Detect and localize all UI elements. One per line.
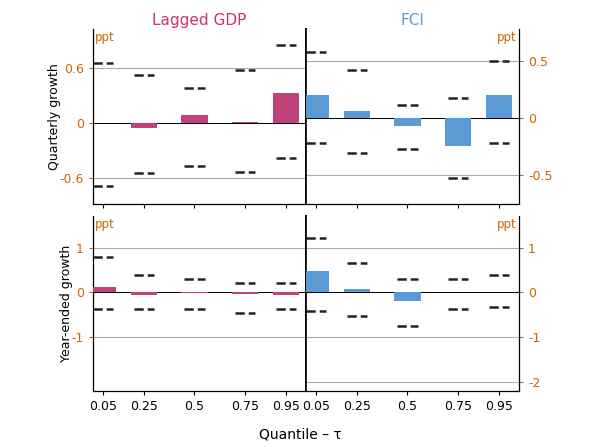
Bar — [344, 289, 370, 292]
Bar — [303, 95, 329, 118]
Title: Lagged GDP: Lagged GDP — [152, 13, 247, 28]
Bar — [272, 292, 299, 295]
Bar — [272, 93, 299, 123]
Bar — [232, 292, 259, 294]
Bar — [131, 292, 157, 295]
Text: ppt: ppt — [497, 31, 517, 44]
Bar — [90, 287, 116, 292]
Text: ppt: ppt — [95, 31, 115, 44]
Bar — [131, 123, 157, 127]
Text: Quantile – τ: Quantile – τ — [259, 428, 341, 442]
Bar — [181, 115, 208, 123]
Y-axis label: Quarterly growth: Quarterly growth — [47, 63, 61, 170]
Bar — [181, 292, 208, 293]
Bar — [485, 291, 512, 292]
Bar — [232, 122, 259, 123]
Bar — [303, 271, 329, 292]
Title: FCI: FCI — [401, 13, 424, 28]
Bar — [394, 292, 421, 300]
Y-axis label: Year-ended growth: Year-ended growth — [59, 245, 73, 362]
Bar — [445, 118, 472, 146]
Bar — [394, 118, 421, 126]
Bar — [485, 95, 512, 118]
Text: ppt: ppt — [497, 218, 517, 231]
Text: ppt: ppt — [95, 218, 115, 231]
Bar — [344, 111, 370, 118]
